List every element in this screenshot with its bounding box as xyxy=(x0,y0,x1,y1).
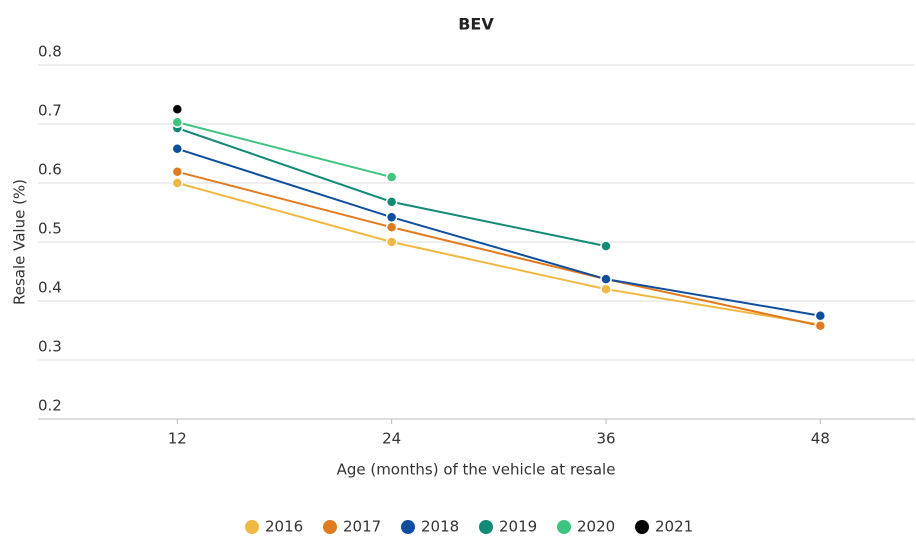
data-point xyxy=(171,166,184,178)
x-axis-label: Age (months) of the vehicle at resale xyxy=(337,461,616,479)
x-tick-label: 24 xyxy=(382,430,401,448)
data-point xyxy=(385,196,398,208)
data-point xyxy=(171,116,184,128)
x-tick-label: 36 xyxy=(596,430,615,448)
x-tick-label: 12 xyxy=(168,430,187,448)
legend-label: 2016 xyxy=(265,518,303,536)
y-tick-label: 0.3 xyxy=(38,338,62,356)
data-point xyxy=(600,273,612,285)
data-point xyxy=(814,310,827,322)
y-tick-label: 0.6 xyxy=(38,161,62,179)
series-line xyxy=(177,147,821,317)
chart-title: BEV xyxy=(458,15,494,34)
series-line xyxy=(177,182,821,326)
legend-marker xyxy=(557,520,571,534)
legend-marker xyxy=(635,520,649,534)
legend-marker xyxy=(401,520,415,534)
legend-marker xyxy=(323,520,337,534)
y-tick-label: 0.2 xyxy=(38,397,62,415)
y-tick-label: 0.8 xyxy=(38,43,62,61)
y-tick-label: 0.4 xyxy=(38,279,62,297)
data-point xyxy=(385,171,398,183)
data-point xyxy=(171,143,184,155)
y-tick-label: 0.5 xyxy=(38,220,62,238)
data-point xyxy=(385,221,398,233)
data-point xyxy=(385,236,398,248)
legend-label: 2020 xyxy=(577,518,615,536)
data-point xyxy=(814,320,827,332)
data-point xyxy=(600,283,612,295)
data-point xyxy=(600,240,612,252)
legend-label: 2019 xyxy=(499,518,537,536)
legend-label: 2017 xyxy=(343,518,381,536)
legend-marker xyxy=(245,520,259,534)
y-axis-label: Resale Value (%) xyxy=(11,179,29,305)
y-tick-label: 0.7 xyxy=(38,102,62,120)
legend-label: 2018 xyxy=(421,518,459,536)
series-line xyxy=(177,121,392,179)
legend-label: 2021 xyxy=(655,518,693,536)
series-line xyxy=(177,170,821,327)
data-point xyxy=(171,177,184,189)
legend-marker xyxy=(479,520,493,534)
x-tick-label: 48 xyxy=(811,430,830,448)
data-point xyxy=(171,103,184,115)
data-point xyxy=(385,211,398,223)
